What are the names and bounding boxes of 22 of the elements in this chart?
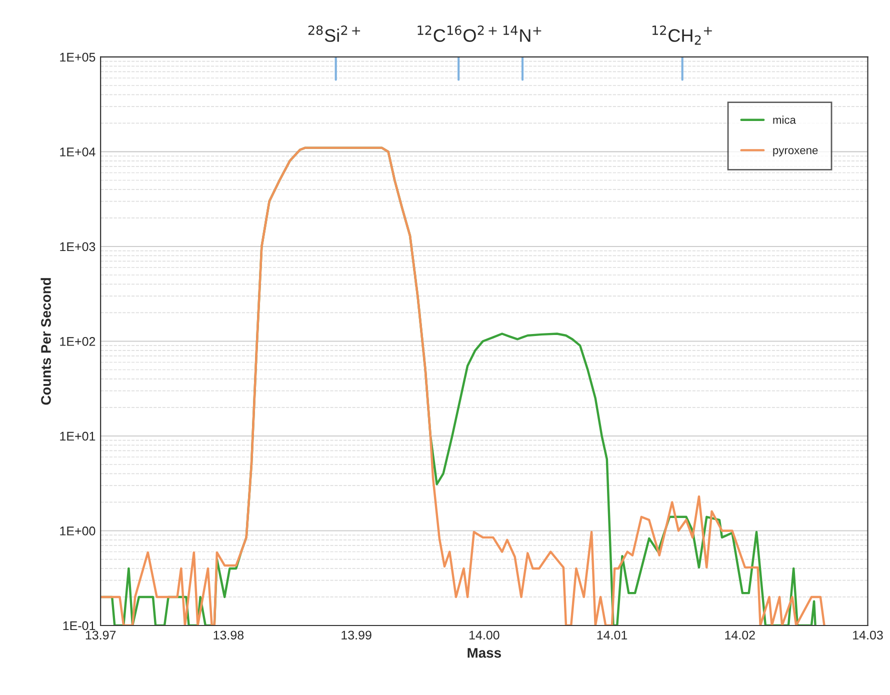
x-tick-label: 14.02 xyxy=(725,630,755,640)
y-tick-label: 1E-01 xyxy=(63,621,96,630)
ref-line-label: $^{12}$CH$_{2}$$^{+}$ xyxy=(652,25,712,45)
y-axis-title: Counts Per Second xyxy=(40,278,51,405)
legend-label: pyroxene xyxy=(773,148,818,156)
x-tick-label: 14.03 xyxy=(853,630,883,640)
ref-line-label: $^{28}$Si$^{2+}$ xyxy=(308,25,360,42)
legend-label: mica xyxy=(773,116,796,124)
x-tick-label: 13.98 xyxy=(214,630,244,640)
y-tick-label: 1E+04 xyxy=(60,148,96,156)
ref-line-label: $^{12}$C$^{16}$O$^{2+}$ xyxy=(418,25,497,42)
ref-line-label: $^{14}$N$^{+}$ xyxy=(503,26,542,42)
y-tick-label: 1E+00 xyxy=(60,526,96,536)
x-tick-label: 14.01 xyxy=(597,630,628,640)
y-tick-label: 1E+05 xyxy=(60,52,96,62)
y-tick-label: 1E+02 xyxy=(60,337,96,346)
x-tick-label: 13.97 xyxy=(86,630,116,640)
x-tick-label: 14.00 xyxy=(469,630,500,640)
x-axis-title: Mass xyxy=(468,648,501,658)
y-tick-label: 1E+03 xyxy=(60,242,96,252)
x-tick-label: 13.99 xyxy=(342,630,372,640)
y-tick-label: 1E+01 xyxy=(60,432,96,441)
